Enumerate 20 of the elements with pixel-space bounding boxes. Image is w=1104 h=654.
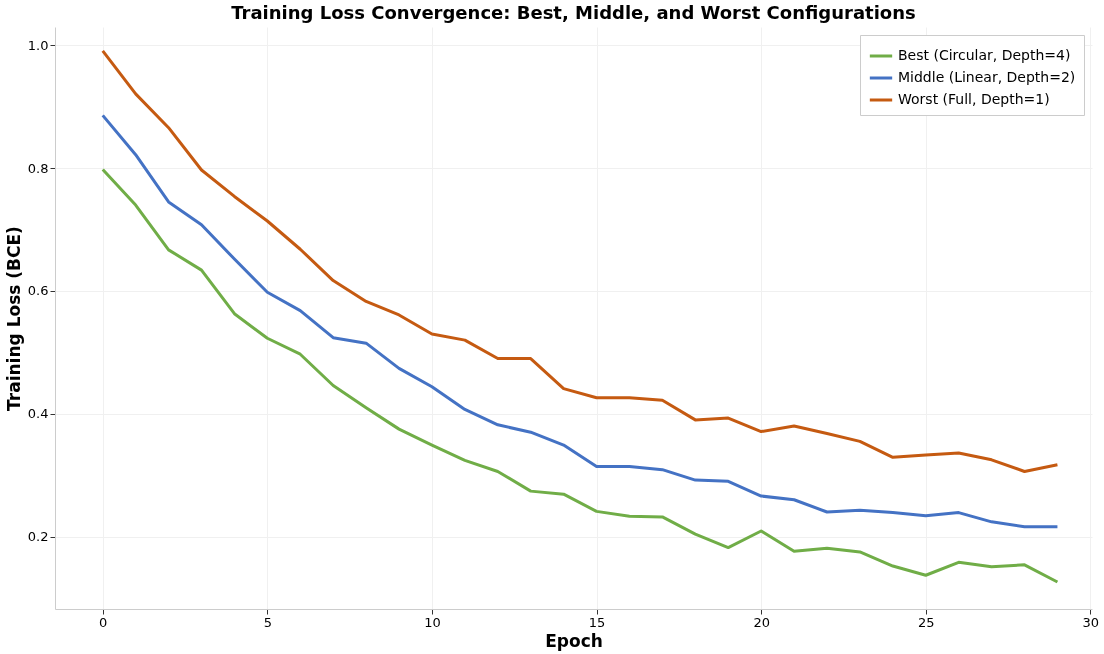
legend-label: Best (Circular, Depth=4) xyxy=(898,47,1071,63)
y-tick-label: 0.2 xyxy=(27,529,49,545)
chart-title: Training Loss Convergence: Best, Middle, and Worst Configurations xyxy=(231,2,916,23)
y-tick-label: 1.0 xyxy=(27,37,49,53)
x-tick-label: 15 xyxy=(588,614,606,630)
line-series xyxy=(101,167,1059,584)
x-tick-label: 10 xyxy=(424,614,441,630)
x-tick-label: 5 xyxy=(263,614,272,630)
legend-label: Middle (Linear, Depth=2) xyxy=(898,69,1076,85)
y-axis-title: Training Loss (BCE) xyxy=(3,226,24,411)
y-tick-label: 0.4 xyxy=(27,406,49,422)
y-tick-label: 0.8 xyxy=(27,160,49,176)
x-axis-title: Epoch xyxy=(545,630,603,651)
line-series xyxy=(101,113,1059,529)
x-tick-label: 25 xyxy=(917,614,935,630)
x-tick-label: 30 xyxy=(1082,614,1100,630)
y-tick-label: 0.6 xyxy=(27,283,49,299)
x-tick-label: 20 xyxy=(753,614,770,630)
x-tick-label: 0 xyxy=(99,614,108,630)
legend-label: Worst (Full, Depth=1) xyxy=(898,91,1050,107)
